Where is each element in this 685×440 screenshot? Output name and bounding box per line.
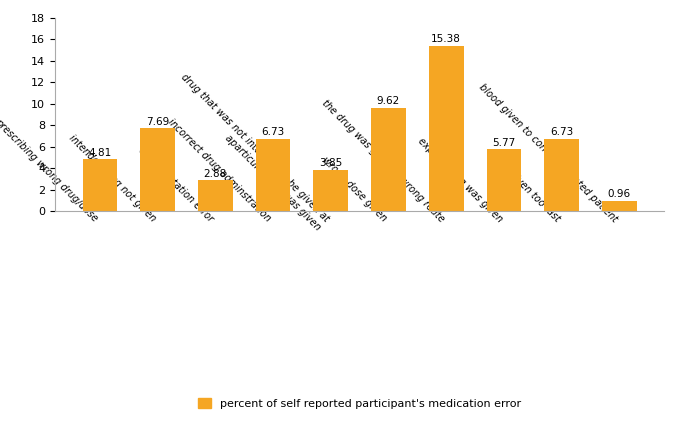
Legend: percent of self reported participant's medication error: percent of self reported participant's m… bbox=[198, 398, 521, 409]
Bar bbox=[429, 46, 464, 211]
Text: 7.69: 7.69 bbox=[146, 117, 169, 127]
Text: 15.38: 15.38 bbox=[432, 34, 461, 44]
Bar bbox=[371, 108, 406, 211]
Text: 9.62: 9.62 bbox=[377, 96, 400, 106]
Text: 6.73: 6.73 bbox=[550, 127, 573, 137]
Bar bbox=[314, 170, 348, 211]
Text: 3.85: 3.85 bbox=[319, 158, 342, 168]
Bar bbox=[198, 180, 233, 211]
Bar bbox=[545, 139, 579, 211]
Bar bbox=[256, 139, 290, 211]
Bar bbox=[140, 128, 175, 211]
Text: 5.77: 5.77 bbox=[493, 138, 516, 147]
Text: 2.88: 2.88 bbox=[203, 169, 227, 179]
Bar bbox=[82, 159, 117, 211]
Bar bbox=[602, 201, 637, 211]
Text: 4.81: 4.81 bbox=[88, 148, 112, 158]
Bar bbox=[486, 149, 521, 211]
Text: 6.73: 6.73 bbox=[262, 127, 285, 137]
Text: 0.96: 0.96 bbox=[608, 189, 631, 199]
